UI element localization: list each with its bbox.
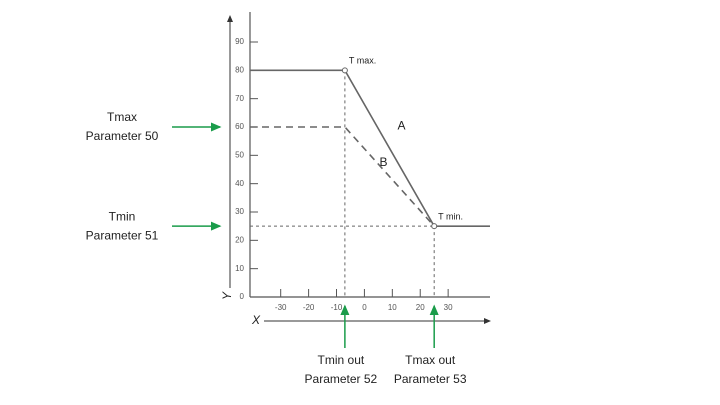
bottom-label: Tmax out [405,353,456,367]
side-label: Tmin [109,209,136,223]
point-marker [431,223,438,230]
y-tick-label: 20 [235,235,244,244]
curve-label: A [398,118,406,132]
curve [250,126,435,227]
side-label: Parameter 51 [86,228,159,242]
x-tick-label: -30 [275,303,287,312]
curve-label: B [380,155,388,169]
point-label: T max. [349,56,376,66]
x-tick-label: 0 [362,303,367,312]
point-marker [341,67,348,74]
y-tick-label: 50 [235,150,244,159]
x-tick-label: -10 [331,303,343,312]
point-label: T min. [438,212,463,222]
side-label: Parameter 50 [86,129,159,143]
y-tick-label: 90 [235,37,244,46]
x-tick-label: 20 [416,303,425,312]
y-tick-label: 40 [235,179,244,188]
x-tick-label: 10 [388,303,397,312]
y-tick-label: 80 [235,65,244,74]
x-tick-label: 30 [444,303,453,312]
y-tick-label: 60 [235,122,244,131]
side-label: Tmax [107,110,137,124]
curve [250,69,490,227]
bottom-label: Parameter 52 [305,372,378,386]
y-tick-label: 0 [240,292,245,301]
y-axis-label: Y [220,291,234,300]
bottom-label: Parameter 53 [394,372,467,386]
x-axis-label: X [251,313,261,327]
y-tick-label: 30 [235,207,244,216]
bottom-label: Tmin out [318,353,365,367]
x-tick-label: -20 [303,303,315,312]
y-tick-label: 70 [235,94,244,103]
y-tick-label: 10 [235,264,244,273]
